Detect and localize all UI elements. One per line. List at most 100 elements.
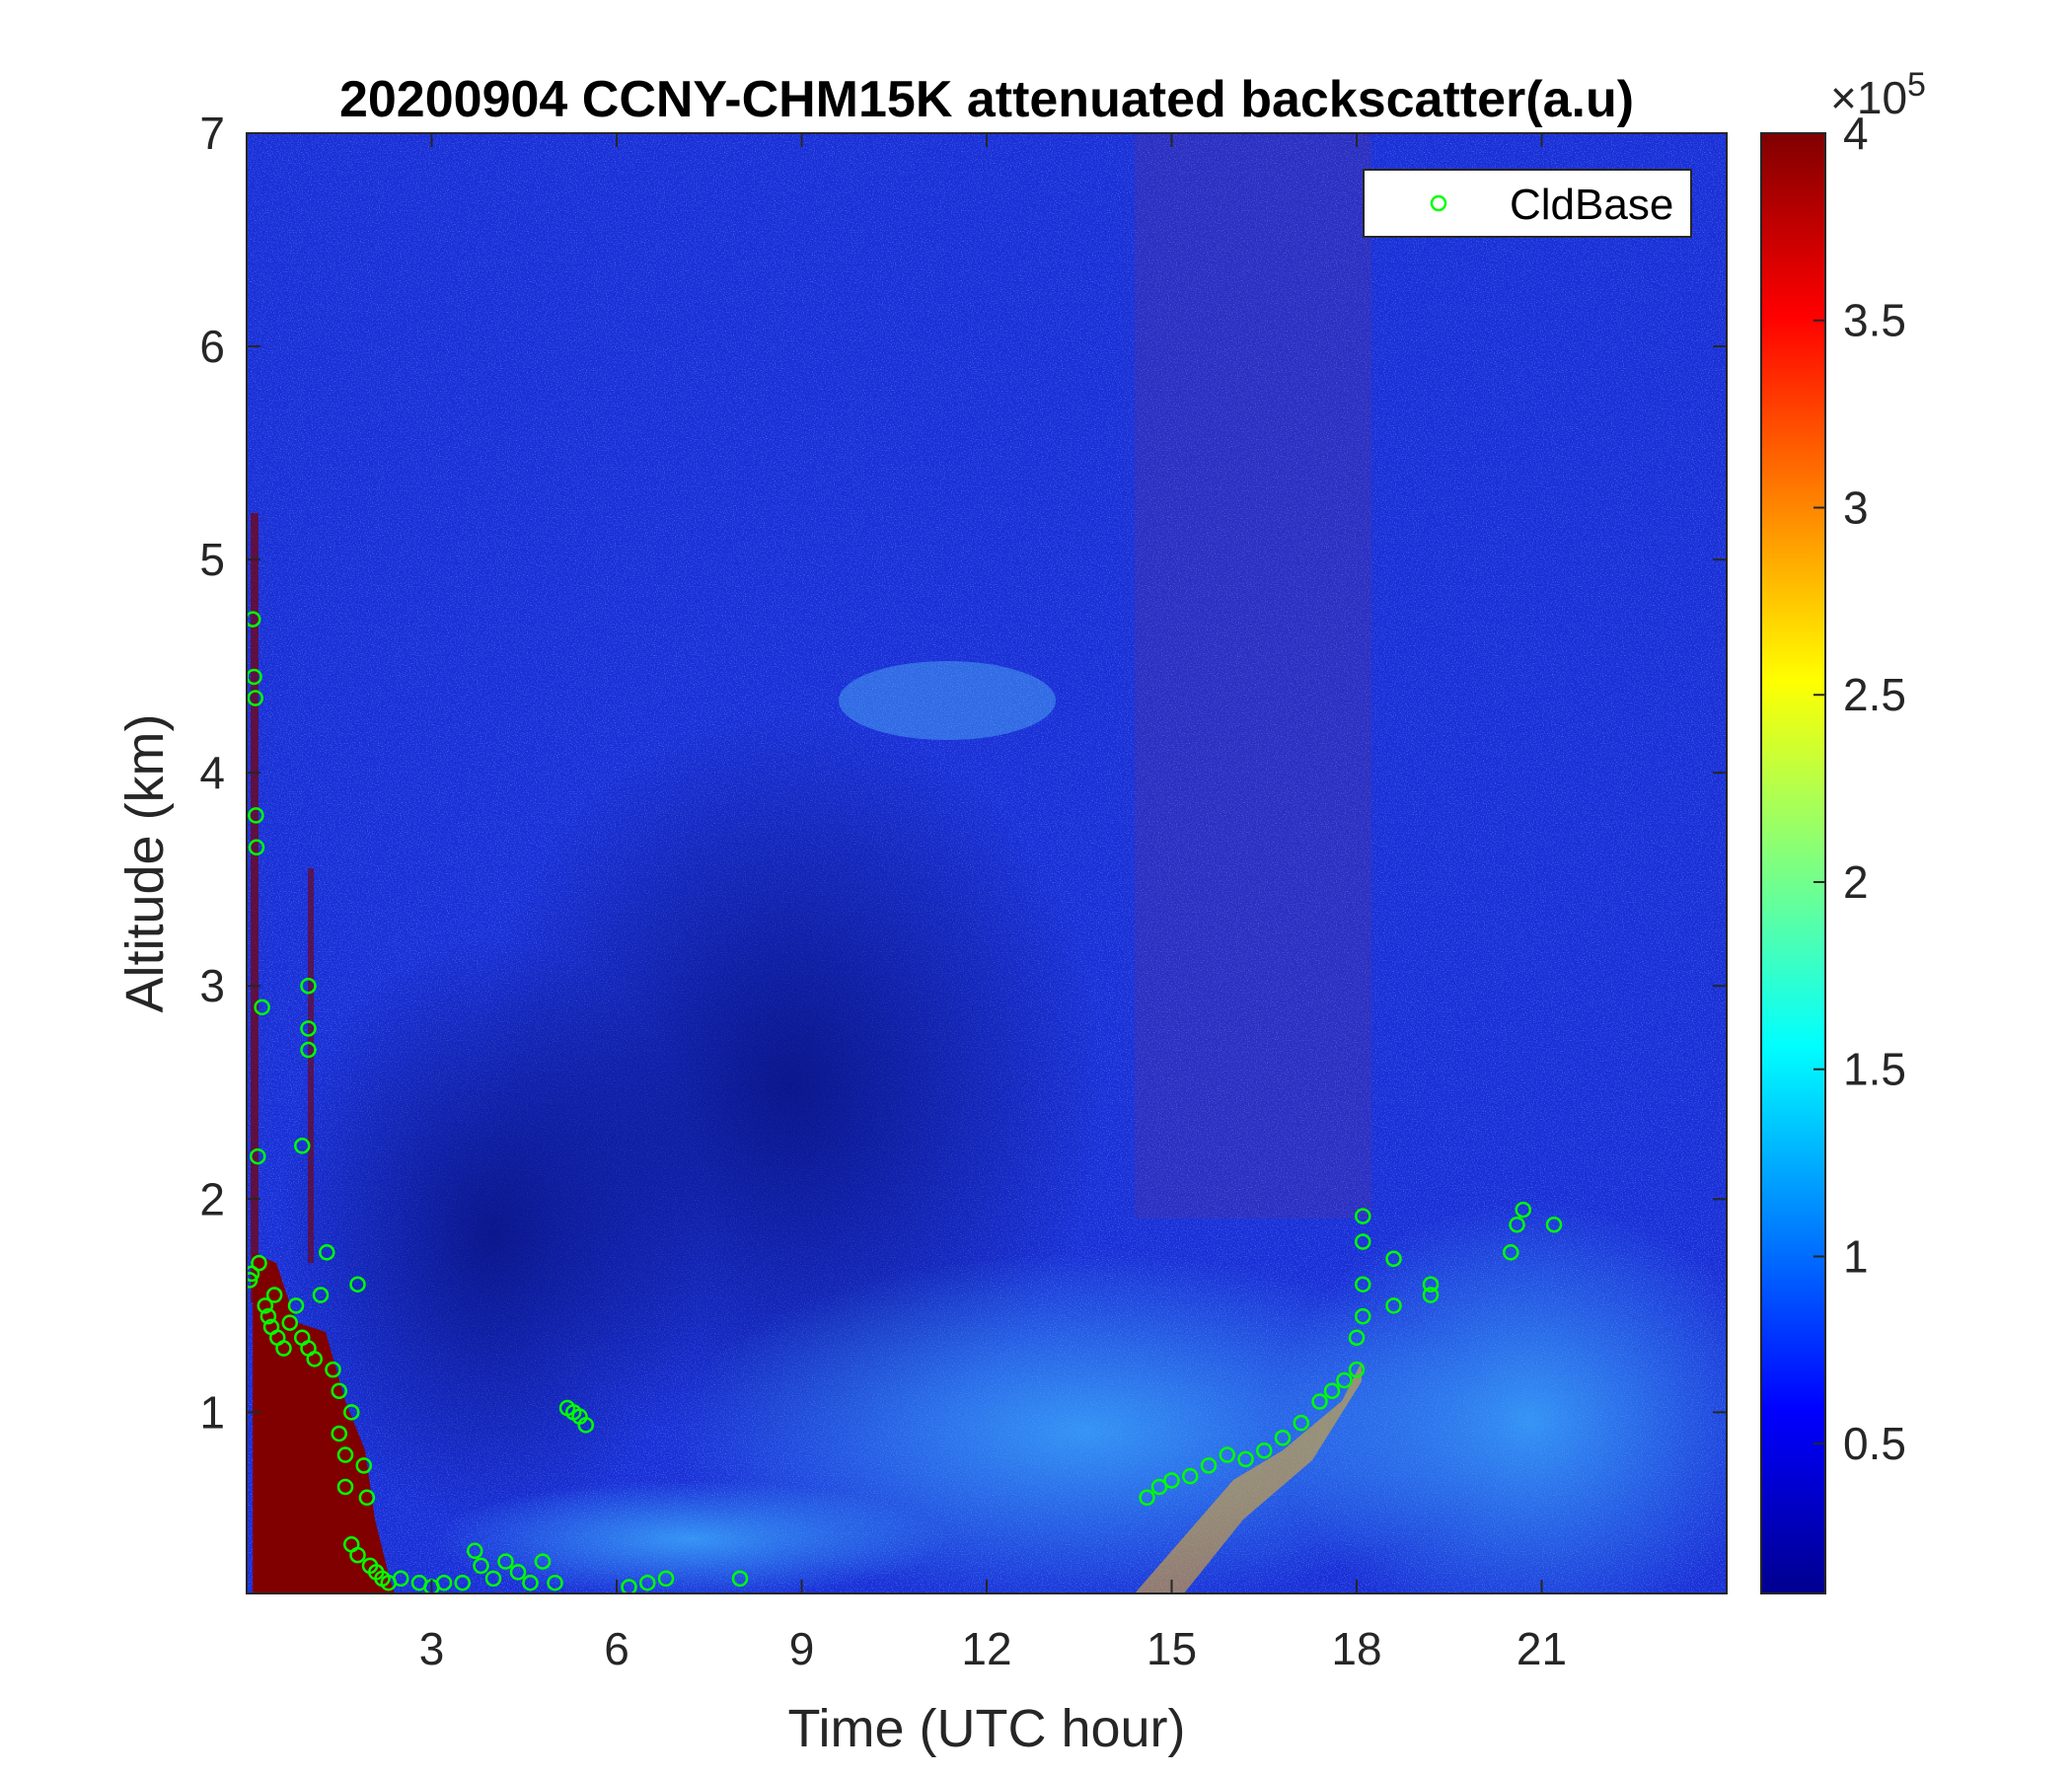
cldbase-point [248, 807, 264, 824]
cloud-region [253, 1253, 395, 1593]
x-tick-label: 3 [419, 1623, 445, 1674]
cldbase-point [1348, 1329, 1366, 1346]
y-tick-label: 5 [199, 534, 225, 585]
cldbase-point [319, 1244, 335, 1261]
cldbase-point [731, 1570, 749, 1588]
aerosol-layer [434, 1480, 947, 1593]
cldbase-point [393, 1570, 409, 1588]
cldbase-point [1422, 1287, 1440, 1303]
cldbase-point [1355, 1233, 1371, 1250]
cldbase-point [1348, 1361, 1366, 1378]
cldbase-point [1200, 1457, 1218, 1474]
aerosol-layer [1273, 1204, 1727, 1593]
cldbase-point [331, 1382, 347, 1399]
legend-entry-cldbase: CldBase [1510, 181, 1673, 229]
x-axis: 3 6 9 12 15 18 21 [419, 133, 1567, 1674]
legend-marker-circle [1430, 194, 1447, 212]
cldbase-point [522, 1574, 539, 1591]
cldbase-point [1311, 1393, 1328, 1410]
cldbase-point [1150, 1478, 1168, 1496]
cldbase-point [355, 1457, 372, 1474]
cldbase-point [1219, 1446, 1235, 1463]
cldbase-point [1509, 1216, 1525, 1233]
cldbase-point [275, 1340, 292, 1357]
cldbase-point [248, 839, 265, 856]
y-tick-label: 3 [199, 960, 225, 1011]
y-axis: 1 2 3 4 5 6 7 [199, 108, 1727, 1438]
cldbase-point [331, 1425, 347, 1443]
legend: CldBase [1363, 169, 1692, 238]
cldbase-point [312, 1287, 330, 1303]
cldbase-point [621, 1579, 637, 1593]
colorbar-tick-label: 3 [1843, 481, 1869, 533]
cldbase-point [349, 1276, 366, 1293]
cldbase-point [336, 1446, 354, 1463]
cldbase-point [1256, 1442, 1273, 1459]
cloud-streak [251, 513, 259, 1302]
cldbase-point [1182, 1467, 1199, 1485]
cldbase-point [247, 611, 261, 628]
colorbar-tick-label: 2 [1843, 856, 1869, 908]
cldbase-point [300, 977, 317, 995]
cldbase-point [257, 1297, 273, 1314]
cldbase-point [306, 1351, 323, 1368]
cldbase-point [247, 690, 263, 706]
cldbase-point [247, 1265, 260, 1283]
cldbase-point [349, 1546, 366, 1564]
cldbase-point [1323, 1382, 1341, 1399]
cldbase-point [534, 1553, 552, 1570]
colorbar-tick-label: 3.5 [1843, 295, 1906, 346]
cldbase-point [294, 1138, 311, 1154]
cldbase-point [577, 1417, 594, 1434]
cldbase-point [1139, 1489, 1155, 1507]
y-tick-label: 6 [199, 321, 225, 372]
noisy-band [1135, 133, 1371, 1219]
x-tick-label: 15 [1147, 1623, 1197, 1674]
cldbase-point [1355, 1208, 1371, 1224]
cldbase-point [497, 1553, 514, 1570]
cldbase-point [1163, 1472, 1180, 1489]
x-tick-label: 18 [1331, 1623, 1381, 1674]
colorbar-exponent: ×105 [1830, 66, 1926, 123]
cldbase-point [484, 1570, 502, 1588]
cldbase-point [1355, 1276, 1371, 1293]
cldbase-point [300, 1020, 317, 1037]
cldbase-point [265, 1287, 283, 1303]
cldbase-point [343, 1404, 360, 1421]
cloud-streak [308, 868, 314, 1263]
cldbase-point [1293, 1414, 1309, 1432]
y-tick-label: 2 [199, 1173, 225, 1224]
cldbase-point [1422, 1276, 1440, 1293]
plot-area [247, 133, 1727, 1593]
colorbar-tick-label: 4 [1843, 108, 1869, 159]
legend-box [1363, 169, 1692, 238]
cldbase-point [250, 1147, 266, 1165]
colorbar-ticks: 0.5 1 1.5 2 2.5 3 3.5 4 [1813, 108, 1906, 1469]
cldbase-point [325, 1361, 341, 1378]
cldbase-point [454, 1574, 471, 1591]
cldbase-point [247, 1272, 259, 1289]
cldbase-point [639, 1574, 656, 1591]
y-tick-label: 4 [199, 747, 225, 798]
cldbase-point [281, 1314, 298, 1331]
x-axis-label: Time (UTC hour) [787, 1699, 1185, 1758]
cldbase-point [435, 1574, 453, 1591]
y-tick-label: 1 [199, 1386, 225, 1438]
cldbase-point [1237, 1450, 1254, 1468]
colorbar-tick-label: 1 [1843, 1230, 1869, 1282]
cldbase-point [254, 999, 270, 1016]
elevated-layer [839, 661, 1056, 740]
cldbase-point [287, 1297, 305, 1314]
boundary-layer-edge [1135, 1362, 1362, 1593]
cldbase-point [547, 1574, 563, 1591]
cldbase-point [1545, 1216, 1563, 1233]
x-tick-label: 6 [604, 1623, 629, 1674]
x-tick-label: 9 [789, 1623, 815, 1674]
dark-region [276, 937, 710, 1529]
colorbar-tick-label: 0.5 [1843, 1418, 1906, 1469]
cldbase-point [467, 1542, 483, 1560]
cldbase-point [1336, 1371, 1353, 1389]
cldbase-point [509, 1564, 527, 1581]
x-tick-label: 12 [961, 1623, 1011, 1674]
